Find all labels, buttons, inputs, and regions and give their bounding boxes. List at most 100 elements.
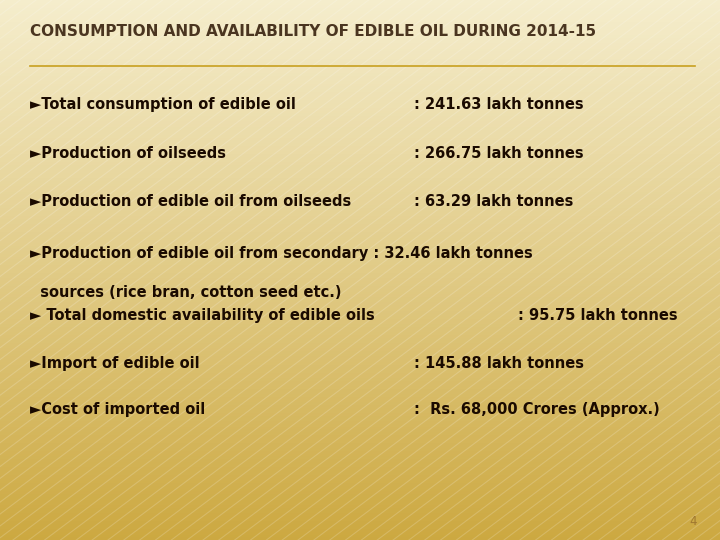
Bar bbox=[0, 232, 720, 235]
Bar bbox=[0, 329, 720, 332]
Bar bbox=[0, 462, 720, 464]
Bar bbox=[0, 103, 720, 105]
Bar bbox=[0, 186, 720, 189]
Bar bbox=[0, 381, 720, 383]
Bar bbox=[0, 192, 720, 194]
Bar bbox=[0, 32, 720, 35]
Bar bbox=[0, 111, 720, 113]
Bar bbox=[0, 81, 720, 84]
Bar bbox=[0, 370, 720, 373]
Bar bbox=[0, 389, 720, 392]
Bar bbox=[0, 356, 720, 359]
Text: 4: 4 bbox=[690, 515, 697, 528]
Bar bbox=[0, 510, 720, 513]
Bar bbox=[0, 135, 720, 138]
Bar bbox=[0, 351, 720, 354]
Bar bbox=[0, 440, 720, 443]
Bar bbox=[0, 113, 720, 116]
Bar bbox=[0, 491, 720, 494]
Bar bbox=[0, 478, 720, 481]
Bar bbox=[0, 316, 720, 319]
Bar bbox=[0, 319, 720, 321]
Bar bbox=[0, 205, 720, 208]
Bar bbox=[0, 435, 720, 437]
Bar bbox=[0, 167, 720, 170]
Bar bbox=[0, 138, 720, 140]
Bar bbox=[0, 124, 720, 127]
Bar bbox=[0, 38, 720, 40]
Text: ►Import of edible oil: ►Import of edible oil bbox=[30, 356, 200, 372]
Bar bbox=[0, 400, 720, 402]
Bar bbox=[0, 410, 720, 413]
Bar bbox=[0, 535, 720, 537]
Bar bbox=[0, 78, 720, 81]
Bar bbox=[0, 456, 720, 459]
Bar bbox=[0, 62, 720, 65]
Bar bbox=[0, 256, 720, 259]
Bar bbox=[0, 130, 720, 132]
Bar bbox=[0, 513, 720, 516]
Text: : 95.75 lakh tonnes: : 95.75 lakh tonnes bbox=[518, 308, 678, 323]
Bar bbox=[0, 221, 720, 224]
Bar bbox=[0, 443, 720, 445]
Bar bbox=[0, 54, 720, 57]
Bar bbox=[0, 340, 720, 343]
Bar bbox=[0, 76, 720, 78]
Bar bbox=[0, 489, 720, 491]
Bar bbox=[0, 116, 720, 119]
Bar bbox=[0, 251, 720, 254]
Text: ►Production of edible oil from oilseeds: ►Production of edible oil from oilseeds bbox=[30, 194, 351, 210]
Text: : 241.63 lakh tonnes: : 241.63 lakh tonnes bbox=[414, 97, 584, 112]
Bar bbox=[0, 300, 720, 302]
Bar bbox=[0, 224, 720, 227]
Bar bbox=[0, 275, 720, 278]
Text: ►Production of edible oil from secondary : 32.46 lakh tonnes: ►Production of edible oil from secondary… bbox=[30, 246, 533, 261]
Bar bbox=[0, 537, 720, 540]
Bar bbox=[0, 227, 720, 229]
Bar bbox=[0, 348, 720, 351]
Bar bbox=[0, 202, 720, 205]
Bar bbox=[0, 532, 720, 535]
Bar bbox=[0, 286, 720, 289]
Bar bbox=[0, 89, 720, 92]
Text: :  Rs. 68,000 Crores (Approx.): : Rs. 68,000 Crores (Approx.) bbox=[414, 402, 660, 417]
Bar bbox=[0, 392, 720, 394]
Bar bbox=[0, 92, 720, 94]
Bar bbox=[0, 427, 720, 429]
Bar bbox=[0, 122, 720, 124]
Bar bbox=[0, 448, 720, 451]
Bar bbox=[0, 508, 720, 510]
Bar bbox=[0, 143, 720, 146]
Bar bbox=[0, 11, 720, 14]
Bar bbox=[0, 146, 720, 148]
Bar bbox=[0, 521, 720, 524]
Bar bbox=[0, 16, 720, 19]
Bar bbox=[0, 159, 720, 162]
Bar bbox=[0, 8, 720, 11]
Bar bbox=[0, 346, 720, 348]
Bar bbox=[0, 367, 720, 370]
Bar bbox=[0, 402, 720, 405]
Bar bbox=[0, 84, 720, 86]
Bar bbox=[0, 197, 720, 200]
Bar bbox=[0, 0, 720, 3]
Bar bbox=[0, 246, 720, 248]
Bar bbox=[0, 529, 720, 532]
Bar bbox=[0, 189, 720, 192]
Bar bbox=[0, 343, 720, 346]
Bar bbox=[0, 3, 720, 5]
Bar bbox=[0, 394, 720, 397]
Bar bbox=[0, 505, 720, 508]
Bar bbox=[0, 162, 720, 165]
Bar bbox=[0, 230, 720, 232]
Bar bbox=[0, 68, 720, 70]
Bar bbox=[0, 310, 720, 313]
Bar bbox=[0, 324, 720, 327]
Bar bbox=[0, 338, 720, 340]
Bar bbox=[0, 65, 720, 68]
Bar bbox=[0, 332, 720, 335]
Bar bbox=[0, 108, 720, 111]
Bar bbox=[0, 51, 720, 54]
Bar bbox=[0, 321, 720, 324]
Bar bbox=[0, 375, 720, 378]
